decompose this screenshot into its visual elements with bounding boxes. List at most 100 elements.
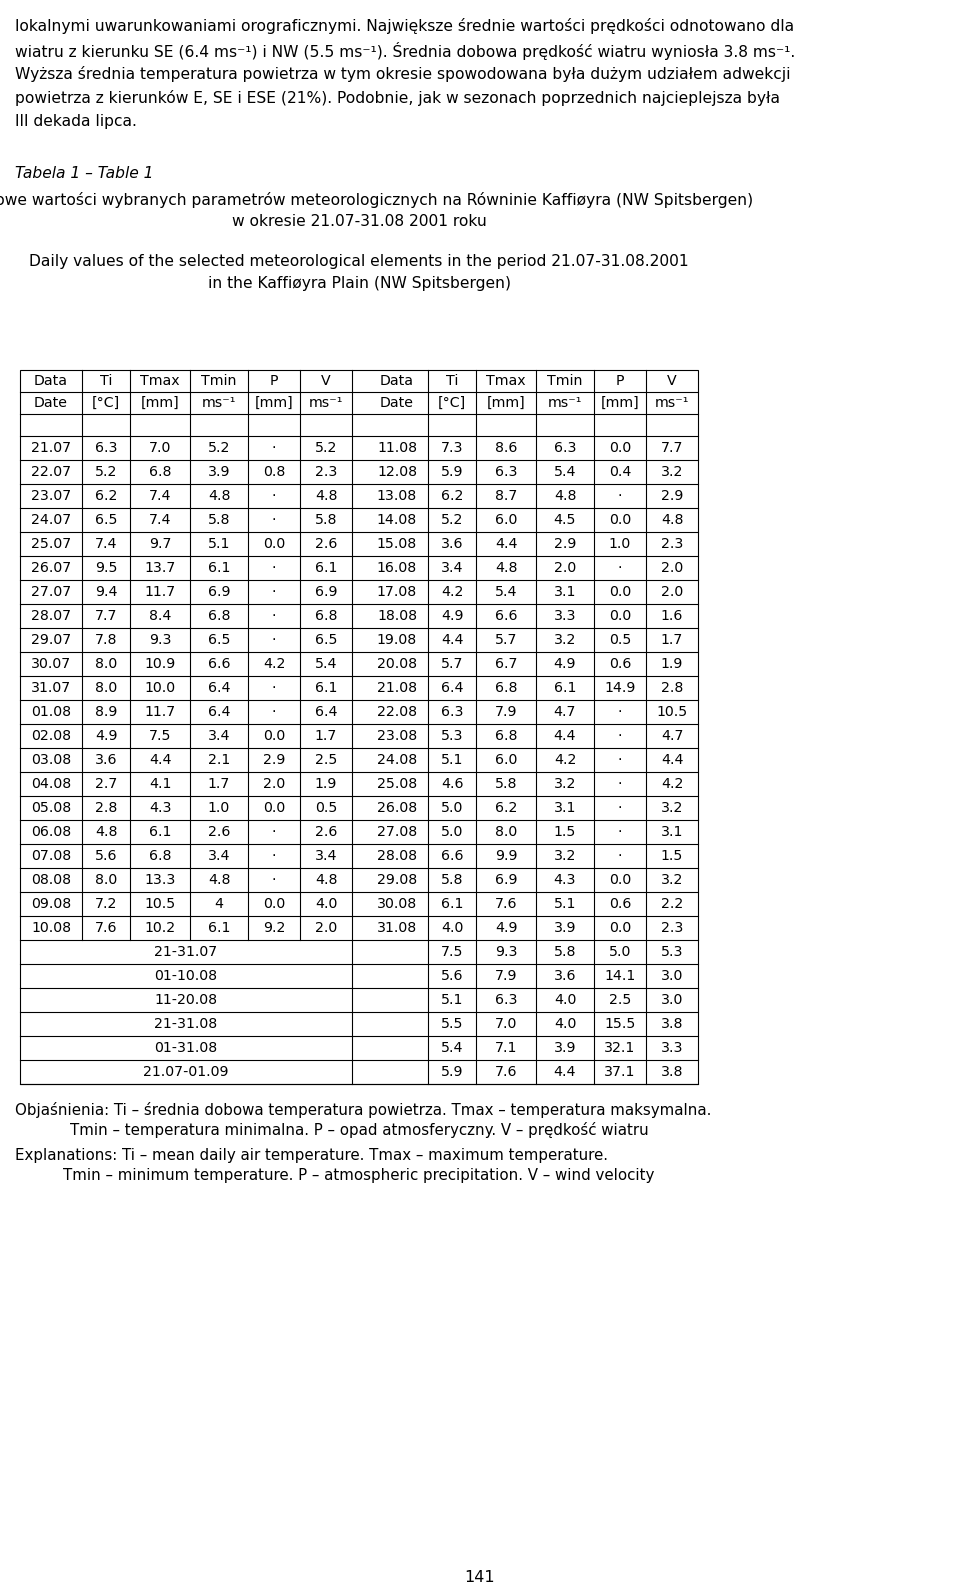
Text: 1.0: 1.0: [609, 538, 631, 550]
Text: 06.08: 06.08: [31, 825, 71, 839]
Text: 12.08: 12.08: [377, 466, 417, 478]
Text: 3.2: 3.2: [660, 801, 684, 815]
Text: 4.0: 4.0: [315, 896, 337, 911]
Text: 3.8: 3.8: [660, 1065, 684, 1078]
Text: 9.4: 9.4: [95, 585, 117, 600]
Text: 2.3: 2.3: [315, 466, 337, 478]
Text: 1.7: 1.7: [207, 777, 230, 791]
Text: 23.08: 23.08: [377, 729, 417, 743]
Text: 2.0: 2.0: [554, 561, 576, 576]
Text: 3.2: 3.2: [554, 633, 576, 648]
Text: 10.2: 10.2: [144, 920, 176, 935]
Text: 4.8: 4.8: [494, 561, 517, 576]
Text: III dekada lipca.: III dekada lipca.: [15, 113, 137, 129]
Text: 7.4: 7.4: [149, 490, 171, 502]
Text: 4.0: 4.0: [554, 1018, 576, 1030]
Text: 18.08: 18.08: [377, 609, 417, 624]
Text: 0.0: 0.0: [263, 729, 285, 743]
Text: 6.2: 6.2: [441, 490, 463, 502]
Text: 7.5: 7.5: [149, 729, 171, 743]
Text: 4.4: 4.4: [660, 753, 684, 767]
Text: 6.1: 6.1: [554, 681, 576, 695]
Text: 7.8: 7.8: [95, 633, 117, 648]
Text: ·: ·: [272, 440, 276, 455]
Text: 11.7: 11.7: [144, 585, 176, 600]
Text: 25.08: 25.08: [377, 777, 417, 791]
Text: 3.4: 3.4: [207, 729, 230, 743]
Text: 17.08: 17.08: [377, 585, 417, 600]
Text: wiatru z kierunku SE (6.4 ms⁻¹) i NW (5.5 ms⁻¹). Średnia dobowa prędkość wiatru : wiatru z kierunku SE (6.4 ms⁻¹) i NW (5.…: [15, 41, 795, 61]
Text: Wyższa średnia temperatura powietrza w tym okresie spowodowana była dużym udział: Wyższa średnia temperatura powietrza w t…: [15, 65, 790, 81]
Text: 5.1: 5.1: [554, 896, 576, 911]
Text: 15.5: 15.5: [604, 1018, 636, 1030]
Text: 7.6: 7.6: [494, 896, 517, 911]
Text: 6.6: 6.6: [441, 849, 464, 863]
Text: 6.3: 6.3: [554, 440, 576, 455]
Text: 27.08: 27.08: [377, 825, 417, 839]
Text: 11-20.08: 11-20.08: [155, 994, 218, 1006]
Text: 2.1: 2.1: [208, 753, 230, 767]
Text: 0.8: 0.8: [263, 466, 285, 478]
Text: 2.6: 2.6: [315, 825, 337, 839]
Text: 6.5: 6.5: [315, 633, 337, 648]
Text: 3.0: 3.0: [660, 970, 684, 983]
Text: 23.07: 23.07: [31, 490, 71, 502]
Text: 6.1: 6.1: [315, 681, 337, 695]
Text: 2.0: 2.0: [315, 920, 337, 935]
Text: 2.6: 2.6: [315, 538, 337, 550]
Text: ·: ·: [617, 490, 622, 502]
Text: 09.08: 09.08: [31, 896, 71, 911]
Text: 6.4: 6.4: [441, 681, 464, 695]
Text: 3.8: 3.8: [660, 1018, 684, 1030]
Text: [mm]: [mm]: [601, 396, 639, 410]
Text: 3.9: 3.9: [554, 1042, 576, 1054]
Text: 6.6: 6.6: [494, 609, 517, 624]
Text: 6.5: 6.5: [207, 633, 230, 648]
Text: Tmin – temperatura minimalna. P – opad atmosferyczny. V – prędkość wiatru: Tmin – temperatura minimalna. P – opad a…: [70, 1121, 648, 1137]
Text: ·: ·: [617, 729, 622, 743]
Text: 2.3: 2.3: [660, 538, 684, 550]
Text: 6.8: 6.8: [494, 729, 517, 743]
Text: 01.08: 01.08: [31, 705, 71, 719]
Text: Tmin: Tmin: [202, 373, 237, 388]
Text: ·: ·: [617, 801, 622, 815]
Text: 0.0: 0.0: [609, 514, 631, 526]
Text: 3.6: 3.6: [95, 753, 117, 767]
Text: Tmax: Tmax: [486, 373, 526, 388]
Text: 6.1: 6.1: [315, 561, 337, 576]
Text: 6.6: 6.6: [207, 657, 230, 671]
Text: ·: ·: [272, 705, 276, 719]
Text: 5.0: 5.0: [609, 944, 631, 959]
Text: 6.1: 6.1: [441, 896, 463, 911]
Text: 27.07: 27.07: [31, 585, 71, 600]
Text: 15.08: 15.08: [377, 538, 417, 550]
Text: 05.08: 05.08: [31, 801, 71, 815]
Text: ·: ·: [272, 872, 276, 887]
Text: [°C]: [°C]: [92, 396, 120, 410]
Text: 7.3: 7.3: [441, 440, 464, 455]
Text: 6.8: 6.8: [315, 609, 337, 624]
Text: ·: ·: [272, 681, 276, 695]
Text: 3.4: 3.4: [207, 849, 230, 863]
Text: 0.0: 0.0: [263, 801, 285, 815]
Text: Tabela 1 – Table 1: Tabela 1 – Table 1: [15, 166, 154, 180]
Text: 8.6: 8.6: [494, 440, 517, 455]
Text: 6.9: 6.9: [494, 872, 517, 887]
Text: 4.4: 4.4: [441, 633, 464, 648]
Text: 26.08: 26.08: [377, 801, 417, 815]
Text: P: P: [270, 373, 278, 388]
Text: 3.3: 3.3: [554, 609, 576, 624]
Text: 37.1: 37.1: [604, 1065, 636, 1078]
Text: 21.07-01.09: 21.07-01.09: [143, 1065, 228, 1078]
Text: 7.1: 7.1: [494, 1042, 517, 1054]
Text: 6.1: 6.1: [207, 920, 230, 935]
Text: 29.08: 29.08: [377, 872, 417, 887]
Text: 5.7: 5.7: [441, 657, 464, 671]
Text: 8.0: 8.0: [494, 825, 517, 839]
Text: [mm]: [mm]: [141, 396, 180, 410]
Text: 21-31.07: 21-31.07: [155, 944, 218, 959]
Text: P: P: [615, 373, 624, 388]
Text: 4.2: 4.2: [554, 753, 576, 767]
Text: 20.08: 20.08: [377, 657, 417, 671]
Text: 6.8: 6.8: [149, 466, 171, 478]
